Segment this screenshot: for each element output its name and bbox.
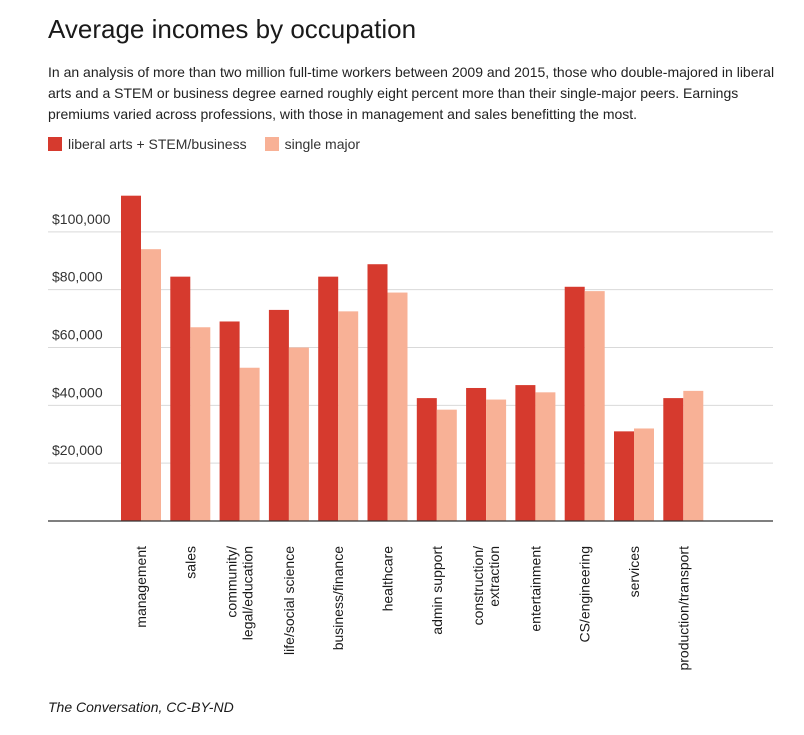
bar-double-major [219, 321, 240, 521]
bar-single-major [141, 249, 161, 521]
bar-single-major [436, 409, 457, 521]
bar-double-major [367, 264, 388, 521]
y-tick-label: $60,000 [52, 327, 103, 343]
bar-single-major [683, 390, 704, 521]
x-tick-label: services [626, 546, 642, 597]
bar-single-major [486, 399, 507, 521]
legend-label-double-major: liberal arts + STEM/business [68, 136, 247, 152]
bar-double-major [121, 195, 141, 521]
legend-swatch-double-major [48, 137, 62, 151]
legend-label-single-major: single major [284, 136, 361, 152]
bar-double-major [466, 387, 487, 521]
y-tick-label: $40,000 [52, 384, 103, 400]
bar-single-major [535, 392, 556, 521]
legend-item-double-major: liberal arts + STEM/business [48, 136, 247, 152]
bar-double-major [614, 431, 634, 521]
bar-single-major [387, 292, 408, 521]
bar-single-major [239, 367, 260, 521]
x-tick-label: construction/extraction [470, 546, 502, 625]
bar-double-major [268, 309, 289, 521]
bar-double-major [663, 398, 684, 521]
y-tick-label: $20,000 [52, 442, 103, 458]
y-tick-label: $80,000 [52, 269, 103, 285]
x-tick-label: entertainment [527, 546, 543, 632]
x-tick-label: production/transport [675, 546, 691, 671]
x-tick-label: CS/engineering [577, 546, 593, 643]
bar-double-major [170, 276, 191, 521]
source-note: The Conversation, CC-BY-ND [48, 699, 234, 715]
x-tick-label: business/finance [330, 546, 346, 651]
bar-double-major [515, 385, 536, 521]
bar-single-major [634, 428, 654, 521]
bar-double-major [318, 276, 339, 521]
chart-subtitle: In an analysis of more than two million … [48, 64, 775, 122]
bar-double-major [416, 398, 437, 521]
chart-title: Average incomes by occupation [48, 14, 417, 44]
bar-double-major [564, 286, 585, 521]
legend-swatch-single-major [264, 137, 279, 151]
bar-single-major [338, 311, 359, 521]
y-tick-label: $100,000 [52, 211, 111, 227]
x-tick-label: management [133, 546, 149, 628]
chart-legend: liberal arts + STEM/business single majo… [48, 136, 378, 152]
x-tick-label: sales [182, 546, 198, 579]
x-tick-label: healthcare [380, 546, 396, 612]
x-tick-label: admin support [429, 546, 445, 635]
bar-single-major [190, 327, 211, 521]
bar-single-major [584, 291, 605, 521]
legend-item-single-major: single major [264, 136, 361, 152]
x-tick-label: life/social science [281, 546, 297, 655]
bar-single-major [288, 347, 309, 521]
x-tick-label: community/legal/education [224, 546, 256, 640]
